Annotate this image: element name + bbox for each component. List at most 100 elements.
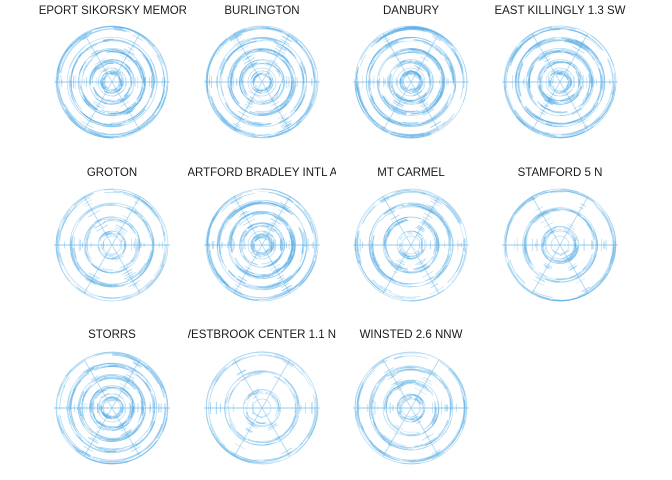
density-arc [274,115,303,134]
density-arc [552,78,554,84]
density-arc [282,73,285,79]
density-arc [354,78,366,114]
density-tick [393,100,404,107]
density-arc [114,234,119,238]
density-arc [383,204,405,215]
density-arc [401,85,406,91]
density-arc [382,126,415,137]
density-arc [69,46,85,68]
panel-title: GROTON [87,167,137,179]
density-arc [240,65,250,86]
density-arc [211,102,243,134]
density-arc [574,246,577,252]
density-arc [284,378,300,414]
density-arc [565,93,576,102]
density-arc [282,76,285,84]
density-arc [541,229,550,242]
density-tick [382,125,388,130]
density-arc [258,251,266,254]
density-arc [129,250,154,284]
density-arc [405,72,409,75]
density-arc [541,241,549,258]
density-arc [410,26,454,47]
density-arc [145,257,151,266]
density-arc [554,271,582,280]
panel-title: MT CARMEL [377,167,445,179]
density-arc [545,278,560,283]
density-arc [359,426,395,460]
density-arc [92,401,96,417]
density-arc [69,388,76,407]
density-arc [92,66,100,84]
density-arc [417,105,449,127]
density-tick [270,101,279,107]
density-tick [387,107,401,116]
density-tick [277,110,283,115]
density-arc [241,373,261,382]
density-arc [549,84,556,92]
density-arc [410,134,425,138]
density-tick [570,54,579,60]
density-arc [383,240,388,258]
density-arc [422,42,444,57]
density-arc [231,453,264,464]
density-arc [267,240,270,248]
density-arc [544,66,550,73]
density-arc [104,376,131,383]
density-arc [115,88,122,93]
density-arc [102,397,109,404]
density-arc [415,383,422,387]
density-arc [132,257,137,263]
density-arc [562,51,570,54]
density-arc [303,48,316,89]
density-tick [539,50,547,56]
density-arc [225,285,259,301]
density-arc [281,221,293,245]
density-arc [104,102,112,105]
density-arc [588,223,596,237]
density-arc [548,256,559,262]
density-arc [59,252,89,293]
density-arc [392,49,410,57]
density-tick [132,362,141,368]
density-arc [254,250,260,254]
density-arc [545,278,560,282]
density-tick [545,58,550,62]
density-arc [415,74,420,79]
density-arc [99,294,129,299]
density-arc [276,255,291,272]
density-arc [382,96,408,114]
density-arc [403,394,413,399]
density-arc [380,434,408,450]
density-tick [277,275,284,280]
density-tick [430,205,436,210]
density-tick [400,87,412,95]
density-arc [432,406,437,420]
density-arc [415,396,422,402]
density-tick [266,227,275,233]
density-tick [255,88,260,92]
density-arc [270,241,274,253]
density-arc [102,124,122,128]
density-arc [577,214,593,232]
density-arc [565,256,571,260]
density-arc [284,101,290,107]
density-arc [57,418,64,435]
density-arc [504,218,513,258]
density-arc [285,59,293,69]
density-tick [379,195,389,202]
density-arc [263,135,274,138]
density-arc [406,73,413,76]
density-arc [398,402,401,410]
density-arc [291,420,297,428]
density-tick [572,106,578,110]
density-arc [58,90,65,107]
density-arc [239,66,247,85]
density-arc [243,231,250,242]
density-arc [431,400,437,421]
density-arc [539,118,583,126]
density-arc [108,422,125,429]
density-arc [265,248,270,252]
density-arc [287,243,296,266]
density-arc [98,269,107,273]
